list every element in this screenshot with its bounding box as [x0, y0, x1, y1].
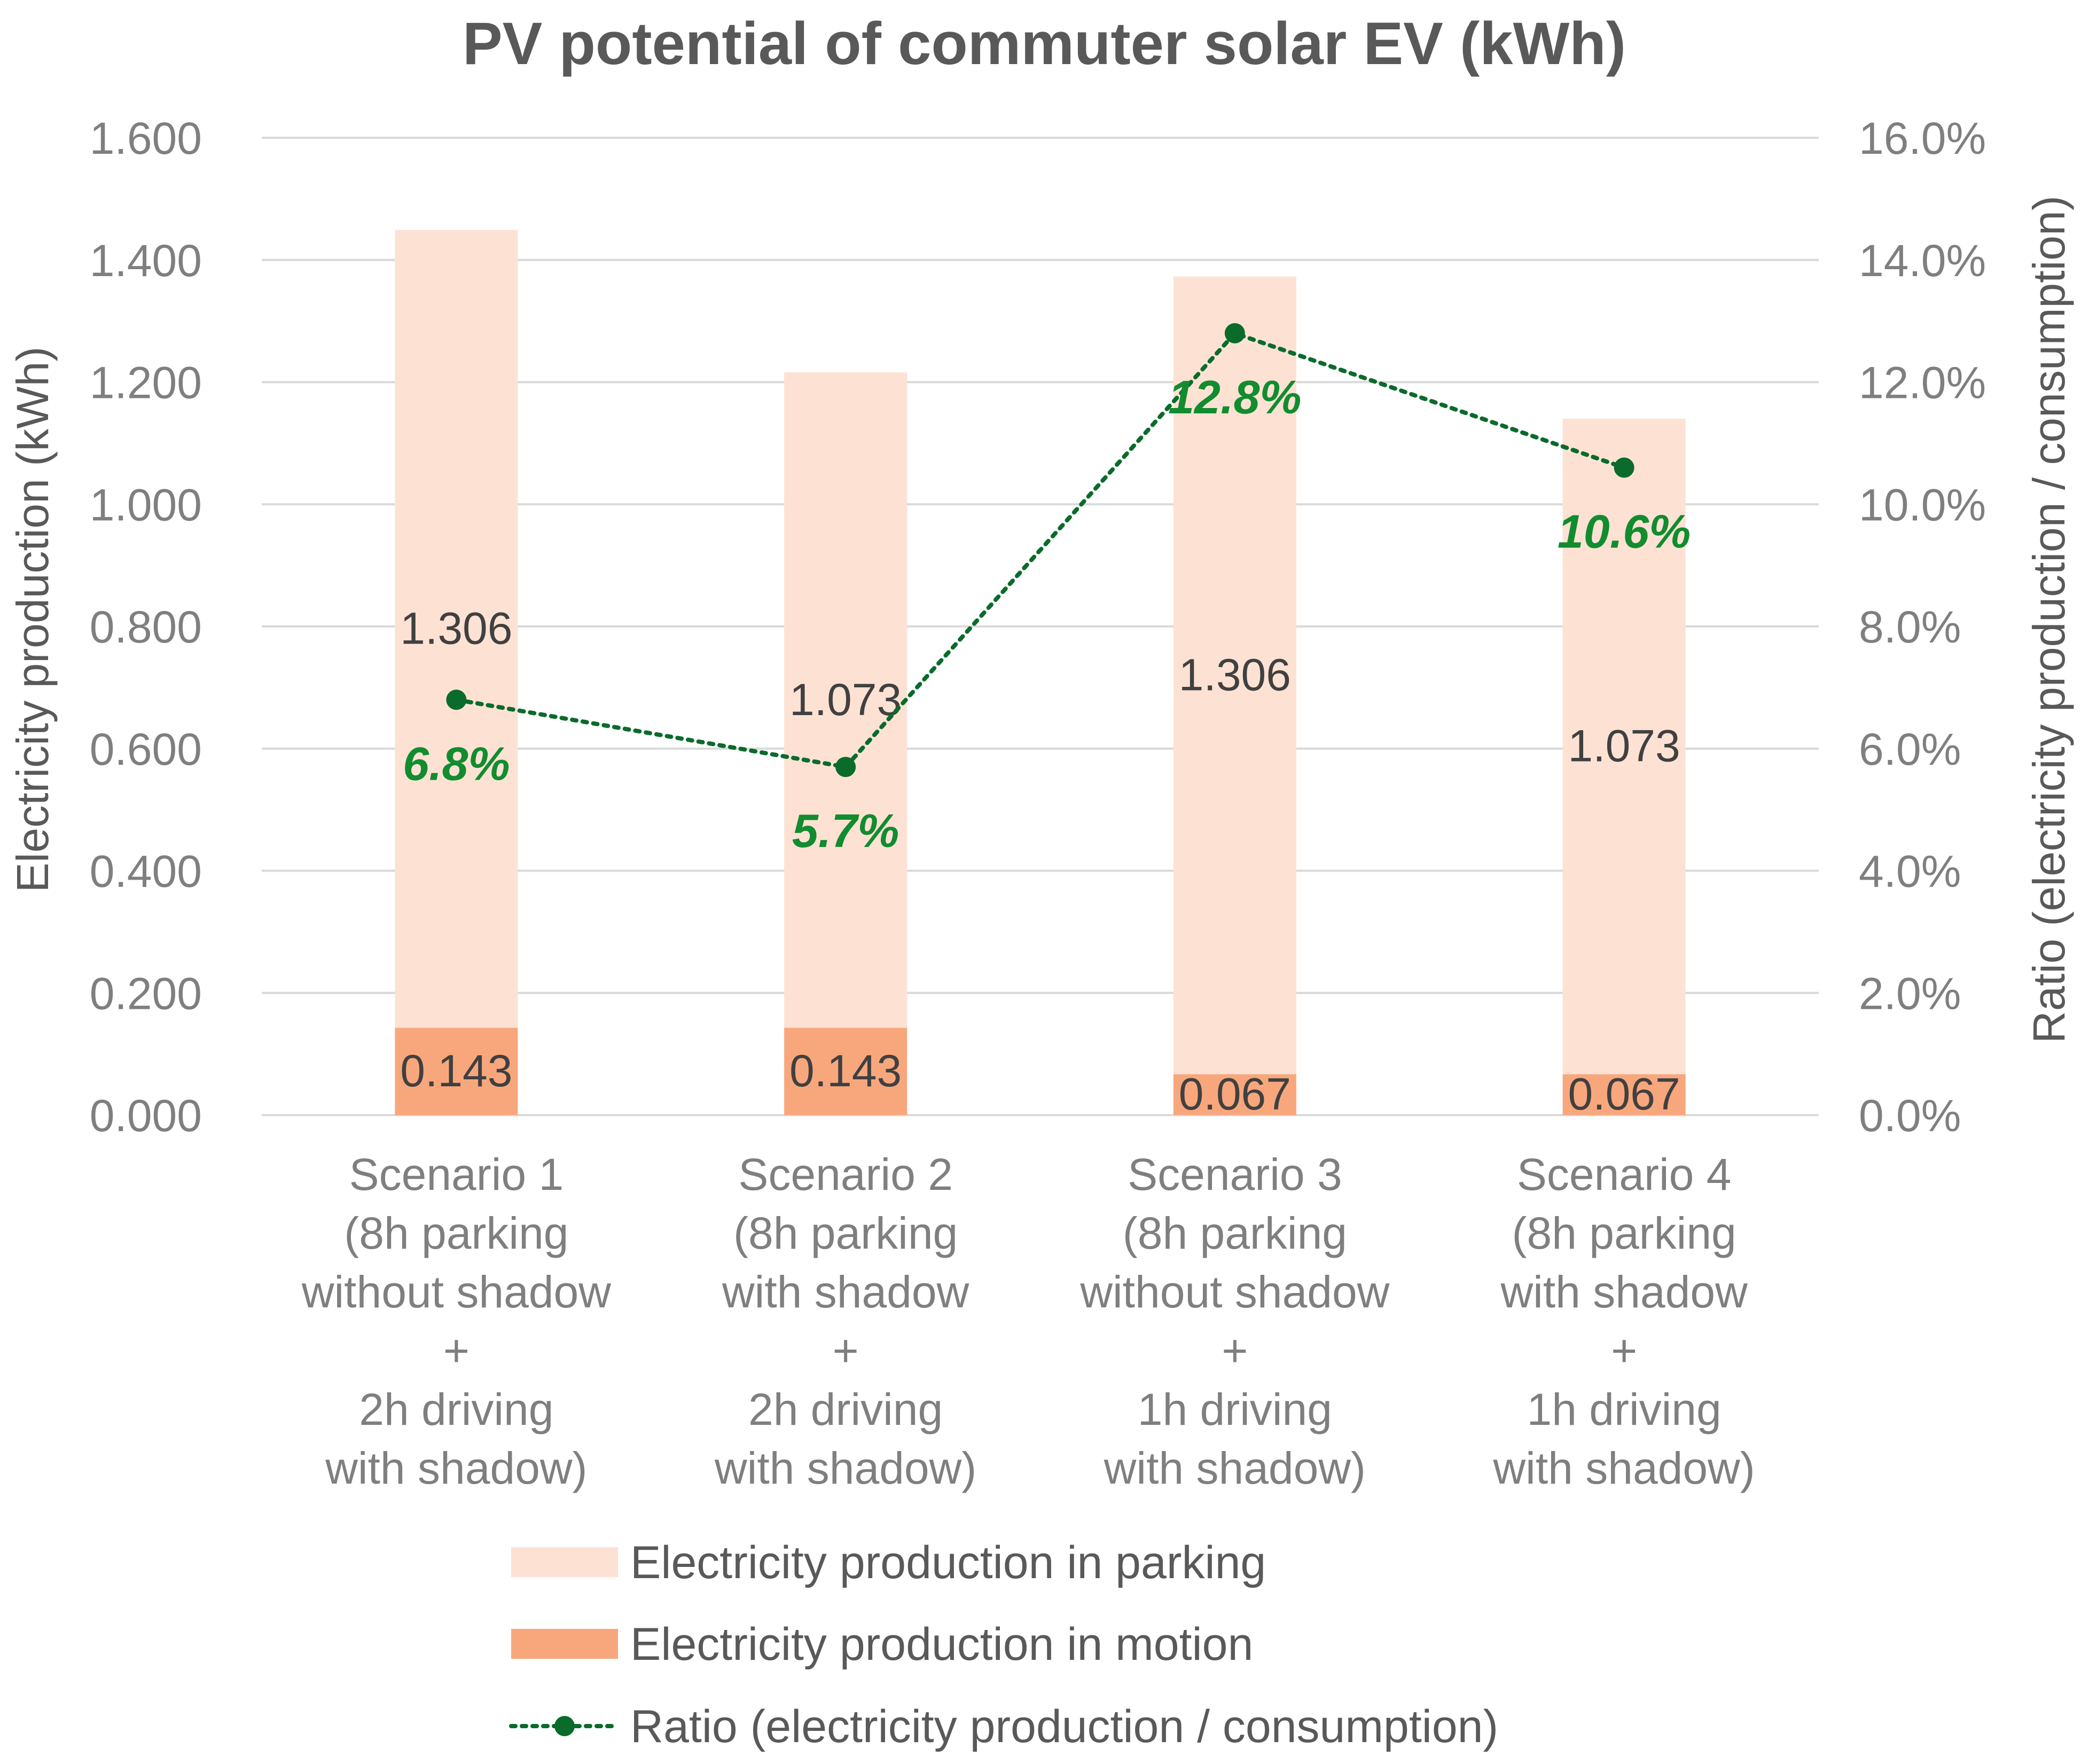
y-tick-label: 0.200	[90, 968, 202, 1018]
category-label-line: (8h parking	[344, 1208, 568, 1258]
category-label-line: without shadow	[301, 1267, 611, 1317]
bar-parking	[1173, 276, 1296, 1075]
y2-axis-ticks: 0.0% 2.0% 4.0% 6.0% 8.0% 10.0% 12.0% 14.0% 16.0%	[1859, 113, 1986, 1141]
category-label-line: with shadow)	[1104, 1443, 1366, 1493]
category-label-line: Scenario 4	[1517, 1149, 1732, 1199]
category-label: Scenario 3 (8h parking without shadow +1h d…	[1079, 1149, 1389, 1493]
y2-tick-label: 4.0%	[1859, 846, 1961, 897]
category-label-line: +	[1222, 1326, 1248, 1376]
category-label-line: with shadow	[722, 1267, 969, 1317]
bar-labels: 0.143 1.306 0.143 1.073 0.067 1.306 0.067 1.073	[400, 603, 1680, 1119]
bar-parking-label: 1.073	[789, 675, 902, 725]
category-label-line: (8h parking	[1512, 1208, 1736, 1258]
category-label-line: without shadow	[1079, 1267, 1389, 1317]
legend-swatch	[511, 1629, 618, 1659]
category-label-line: with shadow)	[1493, 1443, 1755, 1493]
ratio-line	[454, 331, 1626, 770]
category-label-line: (8h parking	[733, 1208, 958, 1258]
y2-tick-label: 0.0%	[1859, 1091, 1961, 1141]
bar-motion-label: 0.143	[400, 1046, 512, 1096]
y-tick-label: 1.400	[90, 236, 202, 286]
category-label-line: Scenario 3	[1128, 1149, 1342, 1199]
bar-motion	[1173, 1074, 1296, 1115]
gridlines	[262, 137, 1819, 1116]
category-label-line: +	[833, 1326, 859, 1376]
category-labels: Scenario 1 (8h parking without shadow +2h d…	[301, 1149, 1755, 1493]
category-label-line: (8h parking	[1123, 1208, 1347, 1258]
legend-label: Electricity production in motion	[630, 1619, 1253, 1670]
legend-label: Ratio (electricity production / consumpt…	[630, 1701, 1498, 1752]
bar-motion-label: 0.143	[789, 1046, 902, 1096]
bar-motion	[784, 1028, 907, 1115]
y2-tick-label: 10.0%	[1859, 480, 1986, 530]
bar-motion	[395, 1028, 518, 1115]
bar-parking-label: 1.306	[1179, 650, 1291, 700]
category-label-line: with shadow)	[714, 1443, 976, 1493]
ratio-label: 12.8%	[1168, 371, 1302, 424]
y-axis-title: Electricity production (kWh)	[7, 347, 58, 892]
ratio-label: 10.6%	[1558, 505, 1691, 558]
bar-parking	[395, 230, 518, 1028]
legend: Electricity production in parking Electri…	[509, 1537, 1498, 1752]
category-label: Scenario 1 (8h parking without shadow +2h d…	[301, 1149, 611, 1493]
category-label-line: Scenario 1	[349, 1149, 564, 1199]
category-label-line: with shadow)	[325, 1443, 587, 1493]
chart-title: PV potential of commuter solar EV (kWh)	[463, 10, 1626, 77]
ratio-labels: 6.8% 5.7% 12.8% 10.6%	[403, 371, 1691, 857]
category-label-line: Scenario 2	[738, 1149, 953, 1199]
category-label-line: 2h driving	[359, 1384, 553, 1434]
y-tick-label: 1.000	[90, 480, 202, 530]
bar-motion-label: 0.067	[1179, 1069, 1291, 1119]
y2-tick-label: 2.0%	[1859, 968, 1961, 1018]
category-label: Scenario 2 (8h parking with shadow +2h driv…	[714, 1149, 976, 1493]
bar-parking-label: 1.306	[400, 603, 512, 654]
y2-tick-label: 14.0%	[1859, 236, 1986, 286]
category-label: Scenario 4 (8h parking with shadow +1h driv…	[1493, 1149, 1755, 1493]
y-tick-label: 1.200	[90, 358, 202, 408]
y-tick-label: 0.800	[90, 602, 202, 652]
ratio-point	[1224, 323, 1245, 343]
y-axis-ticks: 0.000 0.200 0.400 0.600 0.800 1.000 1.200 1.400…	[90, 113, 202, 1141]
category-label-line: with shadow	[1500, 1267, 1748, 1317]
bar-motion-label: 0.067	[1568, 1069, 1680, 1119]
category-label-line: +	[443, 1326, 470, 1376]
bars	[395, 230, 1686, 1115]
y2-tick-label: 6.0%	[1859, 724, 1961, 774]
ratio-point	[446, 689, 467, 710]
category-label-line: 1h driving	[1527, 1384, 1722, 1434]
y2-axis-title: Ratio (electricity production / consumpt…	[2024, 195, 2074, 1043]
y-tick-label: 0.600	[90, 724, 202, 774]
y2-tick-label: 8.0%	[1859, 602, 1961, 652]
y2-tick-label: 12.0%	[1859, 358, 1986, 408]
y-tick-label: 0.400	[90, 846, 202, 897]
bar-parking	[784, 372, 907, 1028]
category-label-line: 2h driving	[748, 1384, 943, 1434]
bar-motion	[1562, 1074, 1686, 1115]
ratio-series	[446, 323, 1634, 778]
y2-tick-label: 16.0%	[1859, 113, 1986, 163]
legend-swatch-marker	[554, 1716, 575, 1736]
bar-parking	[1562, 419, 1686, 1075]
y-tick-label: 0.000	[90, 1091, 202, 1141]
ratio-label: 5.7%	[792, 804, 899, 857]
y-tick-label: 1.600	[90, 113, 202, 163]
ratio-point	[1614, 457, 1634, 478]
category-label-line: 1h driving	[1138, 1384, 1332, 1434]
legend-label: Electricity production in parking	[630, 1537, 1266, 1588]
ratio-point	[835, 757, 856, 778]
category-label-line: +	[1611, 1326, 1637, 1376]
bar-parking-label: 1.073	[1568, 721, 1680, 771]
ratio-label: 6.8%	[403, 737, 510, 790]
legend-swatch	[511, 1547, 618, 1577]
